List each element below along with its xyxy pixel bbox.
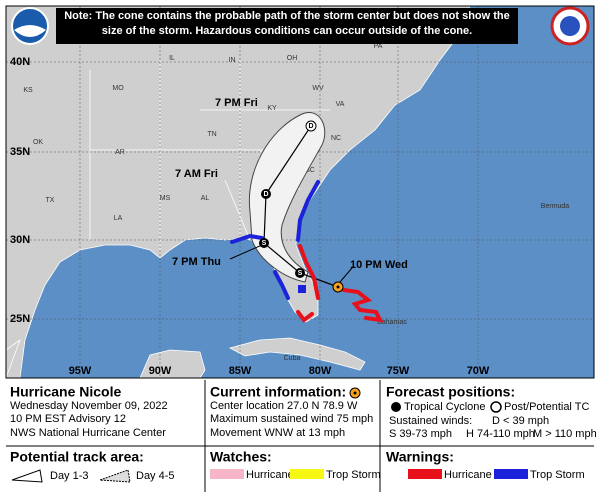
lon-label: 70W (467, 365, 490, 377)
current-icon-dot (353, 391, 357, 395)
noaa-logo-bird (14, 25, 46, 37)
tc-label: Tropical Cyclone (404, 401, 486, 413)
warning-hurricane-label: Hurricane (444, 469, 492, 481)
watch-storm-label: Trop Storm (326, 469, 381, 481)
place-label: LA (114, 215, 123, 222)
tc-icon (391, 402, 401, 412)
warning-storm-label: Trop Storm (530, 469, 585, 481)
place-label: TX (46, 197, 55, 204)
warning-hurricane-swatch (408, 469, 442, 479)
place-label: NC (331, 135, 341, 142)
forecast-label: 10 PM Wed (350, 259, 408, 271)
leader-line (339, 267, 353, 283)
agency: NWS National Hurricane Center (10, 427, 166, 439)
place-label: IN (229, 57, 236, 64)
forecast-marker (295, 268, 305, 278)
forecast-marker (261, 189, 271, 199)
day13-icon (11, 469, 43, 483)
marker-letter: D (308, 123, 313, 130)
lon-label: 75W (387, 365, 410, 377)
post-icon (490, 401, 502, 413)
current-location: Center location 27.0 N 78.9 W (210, 400, 358, 412)
place-label: Cuba (284, 355, 301, 362)
place-label: IL (169, 55, 175, 62)
wind-h: H 74-110 mph (466, 428, 535, 440)
place-label: Bermuda (541, 203, 570, 210)
warnings (230, 180, 384, 323)
forecast-label: 7 AM Fri (175, 168, 218, 180)
post-label: Post/Potential TC (504, 401, 589, 413)
lat-label: 30N (10, 234, 30, 246)
watches-title: Watches: (210, 449, 272, 465)
wind-s: S 39-73 mph (389, 428, 452, 440)
note: Note: The cone contains the probable pat… (64, 10, 510, 37)
place-label: OK (33, 139, 43, 146)
place-label: VA (336, 101, 345, 108)
warning-storm-swatch (494, 469, 528, 479)
place-label: OH (287, 55, 298, 62)
forecast-label: 7 PM Fri (215, 97, 258, 109)
nws-logo-center (560, 16, 580, 36)
watch-storm-swatch (290, 469, 324, 479)
lat-label: 35N (10, 146, 30, 158)
wind-m: M > 110 mph (533, 428, 597, 440)
forecast-marker (305, 120, 317, 132)
marker-letter: D (263, 191, 268, 198)
lon-label: 95W (69, 365, 92, 377)
place-label: SC (305, 167, 315, 174)
day45-label: Day 4-5 (136, 470, 175, 482)
lat-label: 25N (10, 313, 30, 325)
place-label: AL (201, 195, 210, 202)
place-labels: IL IN OH PA KS MO KY WV VA OK AR TN NC M… (23, 43, 569, 362)
forecast-title: Forecast positions: (386, 384, 515, 400)
current-movement: Movement WNW at 13 mph (210, 427, 345, 439)
note-box (56, 8, 518, 44)
storm-name: Hurricane Nicole (10, 384, 121, 400)
warnings-title: Warnings: (386, 449, 454, 465)
advisory: 10 PM EST Advisory 12 (10, 413, 126, 425)
marker-letter: S (262, 240, 267, 247)
leader-line (229, 244, 263, 260)
map-frame (5, 5, 595, 379)
note-holder: Note: The cone contains the probable pat… (64, 10, 510, 37)
lat-label: 40N (10, 56, 30, 68)
blue-warning-area (298, 285, 306, 293)
forecast-cone (248, 112, 326, 283)
lon-label: 80W (309, 365, 332, 377)
place-label: AR (115, 149, 125, 156)
place-label: KS (23, 87, 33, 94)
winds-title: Sustained winds: (389, 415, 472, 427)
forecast-label: 7 PM Thu (172, 256, 221, 268)
marker-letter: S (298, 270, 303, 277)
place-label: TN (207, 131, 216, 138)
place-label: MS (160, 195, 171, 202)
land (5, 5, 471, 379)
info-panel: Hurricane Nicole Wednesday November 09, … (6, 380, 597, 492)
current-wind: Maximum sustained wind 75 mph (210, 413, 373, 425)
storm-date: Wednesday November 09, 2022 (10, 400, 168, 412)
day45-icon (99, 469, 131, 483)
watch-hurricane-label: Hurricane (246, 469, 294, 481)
place-label: KY (267, 105, 277, 112)
place-label: MO (112, 85, 124, 92)
place-label: WV (312, 85, 324, 92)
current-position-dot (336, 285, 340, 289)
watch-hurricane-swatch (210, 469, 244, 479)
wind-d: D < 39 mph (492, 415, 549, 427)
lon-label: 85W (229, 365, 252, 377)
day13-label: Day 1-3 (50, 470, 89, 482)
current-title: Current information: (210, 384, 346, 400)
place-label: Bahamas (377, 319, 407, 326)
place-label: PA (374, 43, 383, 50)
lon-label: 90W (149, 365, 172, 377)
track-title: Potential track area: (10, 449, 144, 465)
